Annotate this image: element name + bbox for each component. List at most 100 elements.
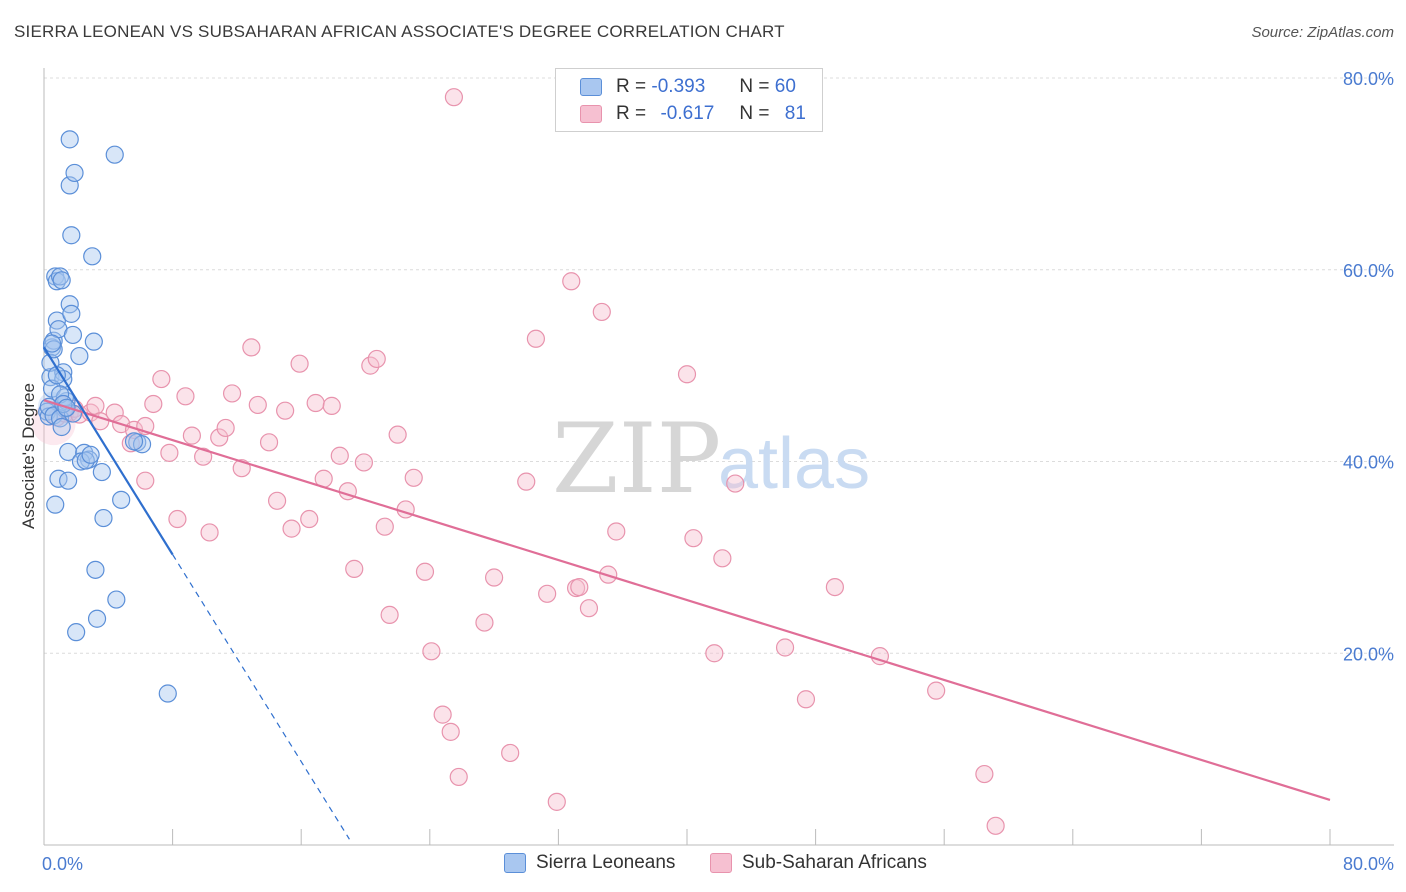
data-point-pink [713, 549, 732, 568]
data-point-blue [84, 332, 103, 351]
data-point-pink [501, 743, 520, 763]
data-point-blue [87, 609, 107, 628]
legend-row-pink: R = -0.617 N = 81 [580, 101, 806, 127]
y-tick-label: 60.0% [1343, 261, 1394, 281]
data-point-blue [62, 226, 81, 245]
data-point-pink [330, 446, 349, 465]
legend-n-label: N = [739, 103, 770, 124]
data-point-pink [152, 369, 171, 389]
data-point-blue [63, 325, 83, 345]
data-point-pink [259, 433, 279, 452]
data-point-pink [242, 338, 261, 357]
data-point-pink [526, 329, 545, 348]
data-point-pink [86, 396, 105, 415]
data-point-pink [276, 401, 295, 420]
data-point-pink [404, 468, 423, 487]
data-point-pink [562, 272, 581, 291]
data-point-pink [441, 722, 460, 741]
data-point-pink [684, 529, 703, 548]
watermark: ZIP atlas [552, 403, 870, 515]
data-point-pink [592, 302, 611, 322]
data-point-blue [67, 623, 86, 642]
legend-item-label: Sub-Saharan Africans [742, 852, 927, 873]
data-point-blue [94, 508, 113, 528]
data-point-blue [86, 560, 105, 579]
data-point-pink [986, 816, 1005, 835]
data-point-blue [92, 462, 111, 482]
data-point-pink [345, 559, 364, 578]
data-point-pink [375, 517, 394, 536]
data-point-blue [83, 247, 102, 266]
data-point-pink [475, 613, 494, 632]
data-point-blue [112, 490, 131, 509]
legend-r-label: R = [616, 76, 647, 97]
y-tick-label: 40.0% [1343, 453, 1394, 473]
data-point-pink [825, 577, 844, 597]
data-point-pink [136, 471, 155, 490]
chart-title: SIERRA LEONEAN VS SUBSAHARAN AFRICAN ASS… [14, 22, 785, 41]
blue-points [38, 130, 177, 703]
data-point-pink [607, 522, 626, 541]
watermark-zip: ZIP [552, 403, 721, 515]
data-point-pink [267, 491, 287, 510]
series-legend: Sierra Leoneans Sub-Saharan Africans [0, 852, 1406, 878]
data-point-blue [65, 163, 84, 183]
data-point-pink [570, 577, 589, 597]
trend-line-blue [43, 346, 174, 556]
data-point-pink [547, 792, 566, 811]
source-label: Source: ZipAtlas.com [1251, 24, 1394, 41]
legend-r-label: R = [616, 103, 647, 124]
data-point-pink [194, 447, 213, 466]
blue-swatch-icon [504, 853, 526, 873]
legend-item-sierra-leoneans: Sierra Leoneans [504, 852, 675, 874]
data-point-pink [160, 443, 179, 462]
data-point-blue [52, 417, 71, 437]
data-point-pink [282, 519, 301, 538]
data-point-pink [775, 638, 795, 657]
data-point-pink [517, 472, 536, 491]
trend-line-blue-extension [172, 554, 350, 840]
trend-line-pink [43, 399, 1331, 801]
data-point-pink [422, 642, 441, 661]
data-point-pink [705, 644, 724, 663]
data-point-blue [76, 451, 95, 470]
y-tick-label: 80.0% [1343, 69, 1394, 89]
data-point-pink [579, 599, 599, 618]
data-point-pink [380, 605, 399, 625]
data-point-blue [158, 684, 177, 703]
data-point-blue [124, 432, 144, 451]
data-point-pink [168, 509, 187, 529]
data-point-pink [449, 767, 468, 787]
data-point-blue [60, 130, 79, 149]
x-tick-label: 80.0% [1343, 854, 1394, 874]
data-point-blue [70, 346, 89, 366]
legend-n-value: 81 [784, 103, 806, 124]
legend-item-sub-saharan-africans: Sub-Saharan Africans [710, 852, 927, 874]
data-point-pink [306, 393, 325, 413]
data-point-pink [927, 681, 946, 700]
tick-labels: 20.0% 40.0% 60.0% 80.0% 0.0% 80.0% [42, 69, 1394, 874]
gridlines [44, 77, 1394, 654]
legend-row-blue: R = -0.393 N = 60 [580, 74, 796, 100]
data-point-pink [216, 418, 235, 438]
watermark-atlas: atlas [718, 424, 870, 504]
data-point-blue [59, 442, 78, 462]
data-point-pink [367, 349, 386, 369]
trend-lines [43, 346, 1331, 840]
data-point-pink [388, 425, 407, 444]
x-tick-label: 0.0% [42, 854, 83, 874]
data-point-pink [485, 568, 504, 587]
data-point-pink [677, 365, 697, 384]
data-point-pink [415, 562, 435, 581]
data-point-pink [200, 523, 219, 542]
data-point-pink [248, 395, 267, 415]
data-point-blue [62, 304, 81, 323]
data-point-blue [105, 145, 124, 164]
data-point-pink [176, 387, 195, 406]
data-point-blue [81, 445, 100, 464]
legend-r-value: -0.617 [660, 103, 715, 124]
data-point-blue [52, 271, 71, 290]
blue-swatch-icon [580, 78, 602, 96]
legend-r-value: -0.393 [651, 76, 706, 97]
